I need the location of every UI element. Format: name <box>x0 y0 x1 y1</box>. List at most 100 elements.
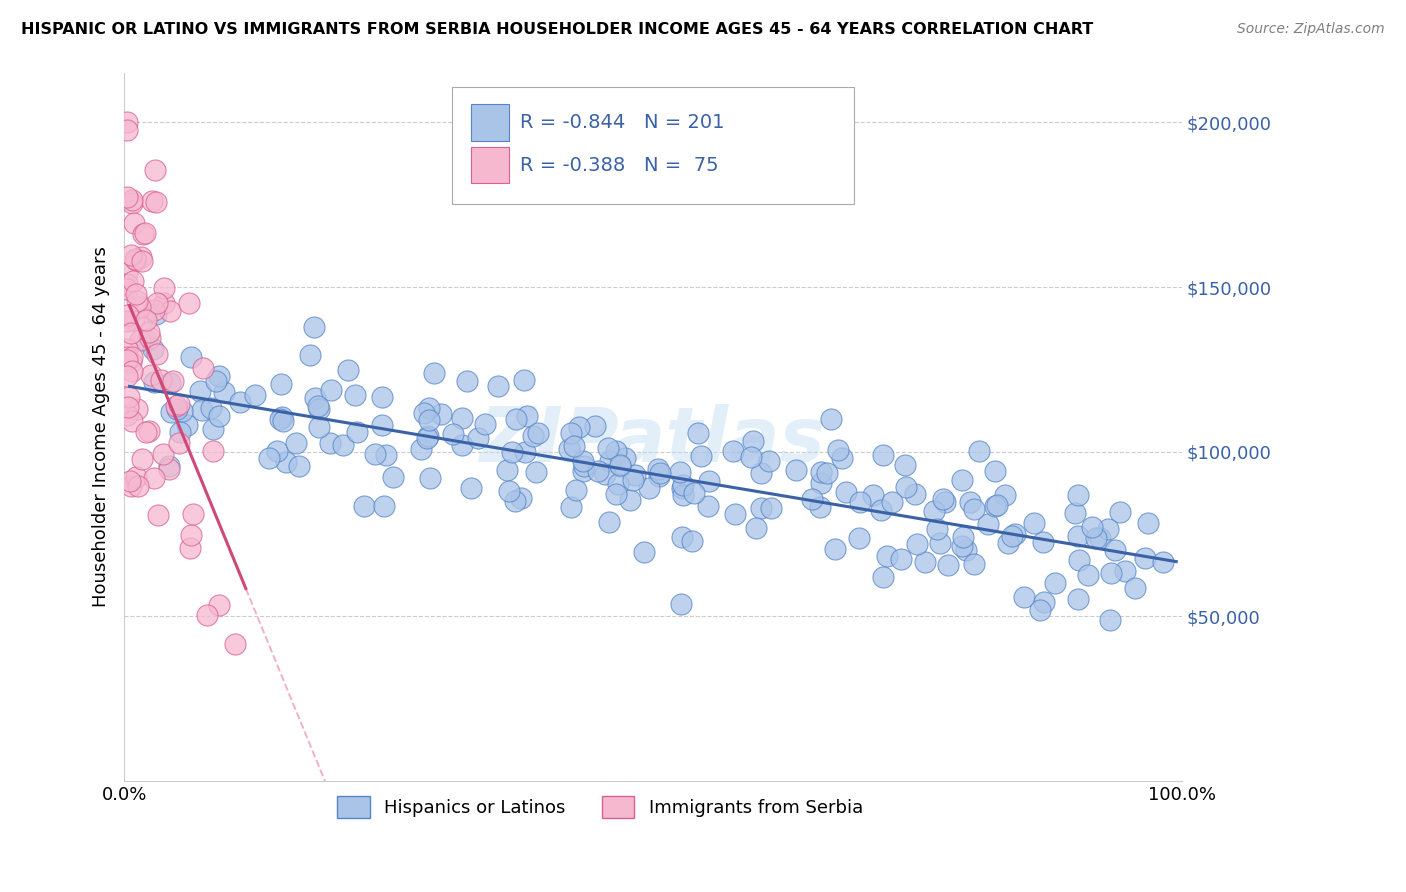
Point <box>872 569 894 583</box>
Point <box>145 307 167 321</box>
Point <box>905 537 928 551</box>
Point <box>308 420 330 434</box>
Point <box>134 226 156 240</box>
Point <box>321 384 343 398</box>
Point <box>862 488 884 502</box>
Point <box>418 413 440 427</box>
Point <box>135 425 157 439</box>
Point <box>121 274 143 288</box>
Point <box>274 454 297 468</box>
Point <box>801 491 824 506</box>
Point <box>758 454 780 468</box>
Point <box>344 388 367 402</box>
Point <box>143 303 166 318</box>
Point <box>152 281 174 295</box>
Point <box>176 417 198 432</box>
Point <box>201 422 224 436</box>
Point <box>271 409 294 424</box>
Point <box>346 425 368 439</box>
Point <box>515 444 537 458</box>
Point <box>257 451 280 466</box>
Point <box>195 608 218 623</box>
Point <box>567 419 589 434</box>
Point <box>599 454 621 468</box>
Point <box>1090 531 1112 545</box>
Point <box>745 521 768 535</box>
Point <box>1084 531 1107 545</box>
Point <box>117 115 139 129</box>
Point <box>572 459 595 474</box>
Point <box>605 444 627 458</box>
Point <box>415 431 437 445</box>
Point <box>157 462 180 476</box>
Point <box>955 543 977 558</box>
Point <box>593 467 616 481</box>
Point <box>208 598 231 612</box>
Point <box>983 464 1005 478</box>
Point <box>375 448 398 462</box>
Point <box>308 401 330 416</box>
Point <box>872 448 894 462</box>
Point <box>683 486 706 500</box>
Point <box>876 549 898 563</box>
Point <box>418 401 440 415</box>
Point <box>697 474 720 488</box>
Point <box>166 402 188 417</box>
Point <box>1033 595 1056 609</box>
Point <box>785 463 807 477</box>
Point <box>824 541 846 556</box>
Point <box>609 458 631 473</box>
Point <box>1137 516 1160 531</box>
FancyBboxPatch shape <box>451 87 853 204</box>
Point <box>131 251 153 265</box>
Point <box>1152 556 1174 570</box>
Point <box>894 458 917 473</box>
Point <box>614 450 637 465</box>
Point <box>117 353 139 368</box>
Point <box>637 481 659 495</box>
Text: R = -0.844   N = 201: R = -0.844 N = 201 <box>520 113 724 132</box>
Point <box>1067 488 1090 502</box>
Point <box>560 425 582 440</box>
Point <box>848 531 870 545</box>
Point <box>451 411 474 425</box>
Point <box>672 478 695 492</box>
Point <box>117 189 139 203</box>
Point <box>952 539 974 553</box>
Point <box>467 431 489 445</box>
Point <box>179 528 201 542</box>
Point <box>1029 602 1052 616</box>
Point <box>229 395 252 409</box>
Point <box>986 499 1008 513</box>
Point <box>669 597 692 611</box>
Point <box>117 282 139 296</box>
Point <box>121 363 143 377</box>
Point <box>560 500 582 514</box>
Point <box>159 304 181 318</box>
Point <box>572 454 595 468</box>
Point <box>808 500 831 514</box>
Point <box>117 342 139 356</box>
Point <box>120 355 142 369</box>
Point <box>157 459 180 474</box>
Point <box>498 484 520 499</box>
Point <box>143 162 166 177</box>
Point <box>117 314 139 328</box>
Point <box>929 535 952 549</box>
Point <box>950 473 973 487</box>
Point <box>443 426 465 441</box>
Point <box>474 417 496 431</box>
Point <box>191 360 214 375</box>
Point <box>1080 520 1102 534</box>
Point <box>609 459 631 474</box>
Point <box>456 374 478 388</box>
Point <box>129 300 152 314</box>
Point <box>963 502 986 516</box>
Point <box>890 552 912 566</box>
Point <box>146 296 169 310</box>
Point <box>586 464 609 478</box>
Point <box>200 401 222 415</box>
Point <box>505 493 527 508</box>
Point <box>138 424 160 438</box>
Point <box>810 475 832 490</box>
